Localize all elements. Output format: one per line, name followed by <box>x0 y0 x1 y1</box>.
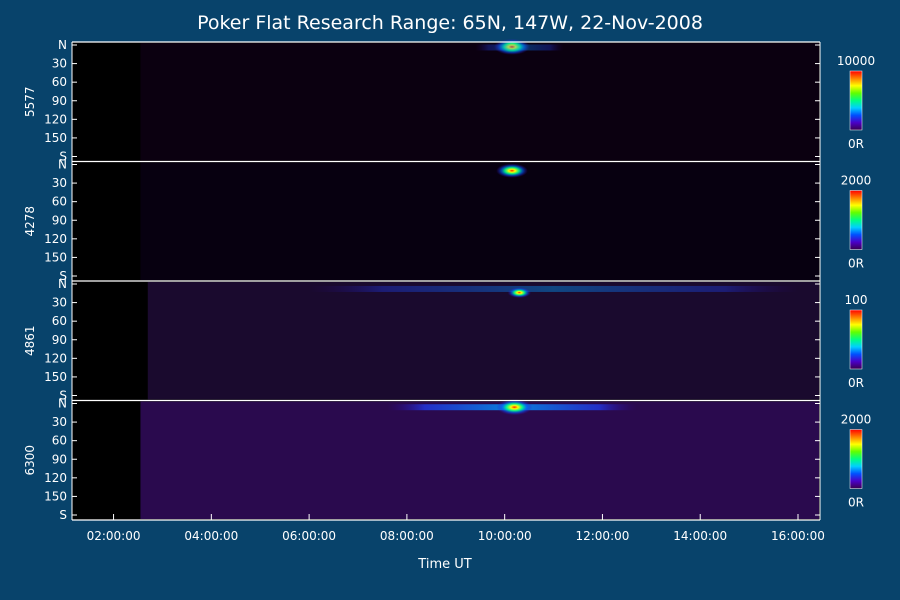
y-tick-label: 30 <box>52 296 67 310</box>
x-tick-label: 02:00:00 <box>87 529 141 543</box>
y-tick-label: 60 <box>52 434 67 448</box>
y-tick-label: N <box>58 158 67 172</box>
y-tick-label: N <box>58 277 67 291</box>
panel-4278: N 30 60 90 120 150 S 4278 2000 0R <box>23 158 871 284</box>
colorbar <box>849 309 863 370</box>
x-tick-label: 04:00:00 <box>184 529 238 543</box>
y-tick-label: S <box>59 269 67 283</box>
panel-wavelength-label: 6300 <box>23 445 37 476</box>
y-tick-label: 60 <box>52 75 67 89</box>
colorbar <box>849 429 863 489</box>
data-region <box>147 282 819 400</box>
colorbar-max-label: 10000 <box>837 54 875 68</box>
colorbar-max-label: 2000 <box>841 174 872 188</box>
y-tick-label: 90 <box>52 94 67 108</box>
y-tick-label: 120 <box>44 471 67 485</box>
panel-wavelength-label: 5577 <box>23 86 37 117</box>
panels: N 30 60 90 120 150 S 5577 10000 0R N 30 60 90 120 150 S 4… <box>23 38 875 522</box>
panel-5577: N 30 60 90 120 150 S 5577 10000 0R <box>23 38 875 164</box>
y-tick-label: 60 <box>52 314 67 328</box>
colorbar-min-label: 0R <box>848 496 864 510</box>
x-axis: 02:00:00 04:00:00 06:00:00 08:00:00 10:00:00… <box>87 514 825 543</box>
panel-4861: N 30 60 90 120 150 S 4861 100 0R <box>23 277 867 403</box>
colorbar-min-label: 0R <box>848 257 864 271</box>
colorbar <box>849 190 863 250</box>
colorbar-min-label: 0R <box>848 376 864 390</box>
panel-6300: N 30 60 90 120 150 S 6300 2000 0R <box>23 397 871 523</box>
data-region <box>140 162 819 280</box>
y-tick-label: 150 <box>44 370 67 384</box>
y-tick-label: S <box>59 508 67 522</box>
y-tick-label: 30 <box>52 57 67 71</box>
colorbar-max-label: 100 <box>845 293 868 307</box>
panel-wavelength-label: 4278 <box>23 206 37 237</box>
y-tick-label: 120 <box>44 351 67 365</box>
data-region <box>140 43 819 161</box>
aurora-spot <box>507 287 532 298</box>
colorbar-min-label: 0R <box>848 137 864 151</box>
aurora-band <box>309 285 798 292</box>
panel-wavelength-label: 4861 <box>23 325 37 356</box>
y-tick-label: 30 <box>52 415 67 429</box>
y-tick-label: N <box>58 38 67 52</box>
colorbar <box>849 70 863 131</box>
y-tick-label: 120 <box>44 112 67 126</box>
x-tick-label: 10:00:00 <box>478 529 532 543</box>
x-tick-label: 14:00:00 <box>673 529 727 543</box>
y-tick-label: S <box>59 150 67 164</box>
aurora-spot <box>496 399 533 416</box>
x-axis-label: Time UT <box>417 557 471 572</box>
colorbar-max-label: 2000 <box>841 413 872 427</box>
y-tick-label: 150 <box>44 250 67 264</box>
chart-title: Poker Flat Research Range: 65N, 147W, 22… <box>197 12 703 34</box>
y-tick-label: 150 <box>44 131 67 145</box>
data-region <box>140 401 819 519</box>
x-tick-label: 08:00:00 <box>380 529 434 543</box>
y-tick-label: N <box>58 397 67 411</box>
x-tick-label: 16:00:00 <box>771 529 825 543</box>
y-tick-label: S <box>59 389 67 403</box>
y-tick-label: 150 <box>44 489 67 503</box>
y-tick-label: 120 <box>44 232 67 246</box>
x-tick-label: 06:00:00 <box>282 529 336 543</box>
aurora-spot <box>496 163 528 178</box>
x-tick-label: 12:00:00 <box>575 529 629 543</box>
y-tick-label: 60 <box>52 195 67 209</box>
y-tick-label: 90 <box>52 213 67 227</box>
aurora-band <box>475 44 564 51</box>
y-tick-label: 90 <box>52 333 67 347</box>
y-tick-label: 90 <box>52 452 67 466</box>
y-tick-label: 30 <box>52 176 67 190</box>
